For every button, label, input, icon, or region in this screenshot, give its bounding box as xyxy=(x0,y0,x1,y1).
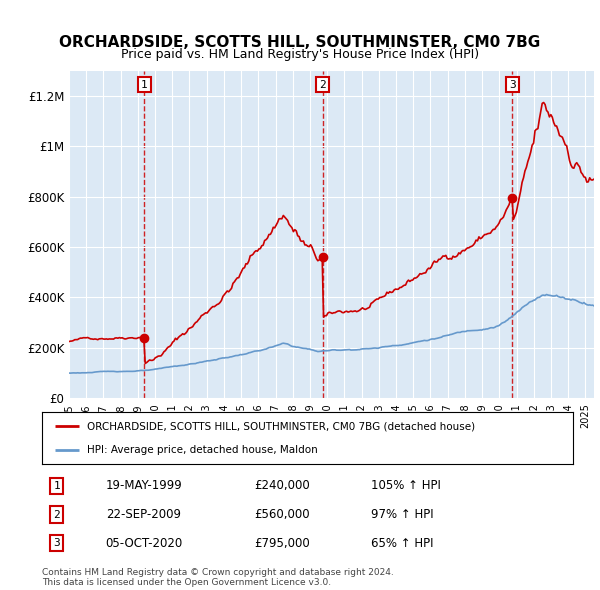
Text: 1: 1 xyxy=(53,481,60,491)
Text: 3: 3 xyxy=(53,538,60,548)
Text: 97% ↑ HPI: 97% ↑ HPI xyxy=(371,508,434,521)
Text: 65% ↑ HPI: 65% ↑ HPI xyxy=(371,537,434,550)
Text: £795,000: £795,000 xyxy=(254,537,310,550)
Text: 105% ↑ HPI: 105% ↑ HPI xyxy=(371,479,441,492)
Text: Price paid vs. HM Land Registry's House Price Index (HPI): Price paid vs. HM Land Registry's House … xyxy=(121,48,479,61)
Text: 2: 2 xyxy=(319,80,326,90)
Text: £240,000: £240,000 xyxy=(254,479,310,492)
Text: 22-SEP-2009: 22-SEP-2009 xyxy=(106,508,181,521)
Text: ORCHARDSIDE, SCOTTS HILL, SOUTHMINSTER, CM0 7BG: ORCHARDSIDE, SCOTTS HILL, SOUTHMINSTER, … xyxy=(59,35,541,50)
Text: HPI: Average price, detached house, Maldon: HPI: Average price, detached house, Mald… xyxy=(87,445,318,455)
Text: 05-OCT-2020: 05-OCT-2020 xyxy=(106,537,183,550)
Text: 1: 1 xyxy=(141,80,148,90)
Text: £560,000: £560,000 xyxy=(254,508,310,521)
Text: ORCHARDSIDE, SCOTTS HILL, SOUTHMINSTER, CM0 7BG (detached house): ORCHARDSIDE, SCOTTS HILL, SOUTHMINSTER, … xyxy=(87,421,475,431)
Text: 19-MAY-1999: 19-MAY-1999 xyxy=(106,479,182,492)
Text: 2: 2 xyxy=(53,510,60,520)
Text: 3: 3 xyxy=(509,80,516,90)
Text: Contains HM Land Registry data © Crown copyright and database right 2024.
This d: Contains HM Land Registry data © Crown c… xyxy=(42,568,394,587)
